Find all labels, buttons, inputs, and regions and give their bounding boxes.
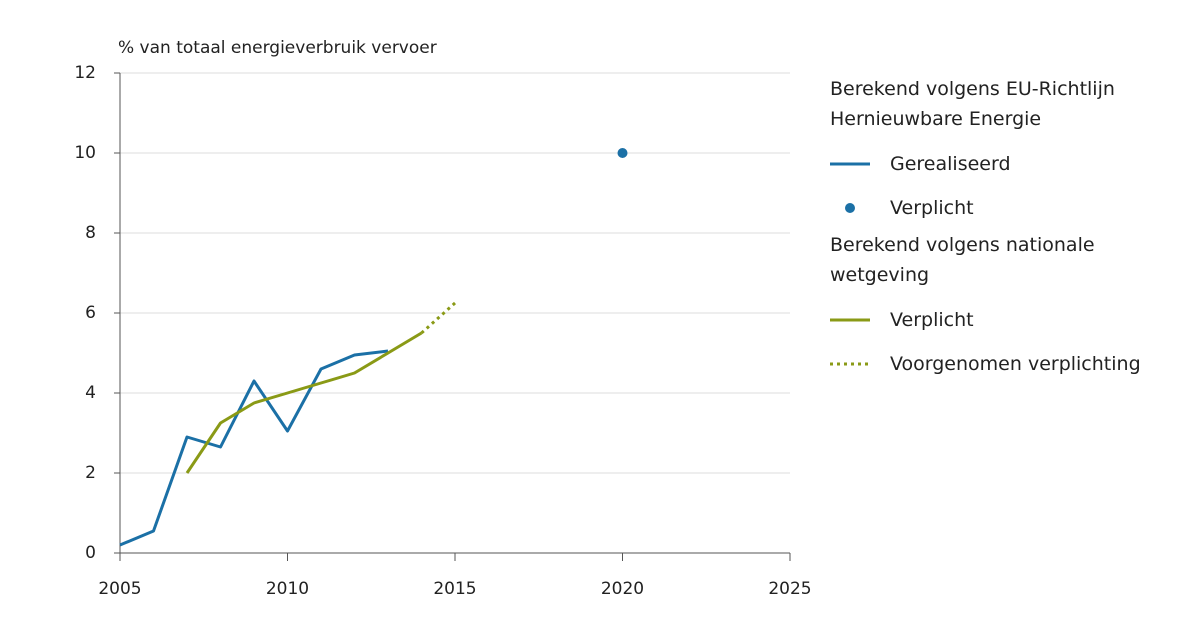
y-tick-label: 10 (74, 143, 96, 163)
legend-group-title: Berekend volgens nationale wetgeving (830, 234, 1095, 286)
legend-label: Gerealiseerd (890, 153, 1011, 175)
legend-swatch (845, 203, 855, 213)
y-tick-label: 6 (85, 303, 96, 323)
legend-item: Gerealiseerd (830, 142, 1190, 186)
point (617, 148, 628, 158)
legend-group-title: Berekend volgens EU-Richtlijn Hernieuwba… (830, 78, 1115, 130)
y-axis-label: % van totaal energieverbruik vervoer (118, 38, 437, 58)
y-tick-label: 2 (85, 463, 96, 483)
legend-label: Voorgenomen verplichting (890, 353, 1141, 375)
series-line (420, 301, 457, 335)
legend-swatch (830, 318, 870, 322)
y-tick-label: 4 (85, 383, 96, 403)
chart: % van totaal energieverbruik vervoer 0 2 4… (74, 38, 811, 599)
series-line (185, 331, 423, 474)
legend-item: Verplicht (830, 186, 1190, 230)
legend-label: Verplicht (890, 309, 974, 331)
x-tick-label: 2015 (433, 579, 476, 599)
legend-label: Verplicht (890, 197, 974, 219)
legend-item: Voorgenomen verplichting (830, 342, 1190, 386)
legend-swatch (830, 362, 870, 366)
x-tick-label: 2025 (768, 579, 811, 599)
legend: Berekend volgens EU-Richtlijn Hernieuwba… (830, 74, 1190, 386)
x-tick-label: 2020 (601, 579, 644, 599)
legend-swatch (830, 162, 870, 166)
series-line (119, 349, 389, 547)
x-tick-label: 2010 (266, 579, 309, 599)
legend-marker (845, 203, 855, 213)
legend-item: Verplicht (830, 298, 1190, 342)
x-tick-label: 2005 (98, 579, 141, 599)
y-tick-label: 12 (74, 63, 96, 83)
y-tick-label: 0 (85, 543, 96, 563)
y-tick-label: 8 (85, 223, 96, 243)
